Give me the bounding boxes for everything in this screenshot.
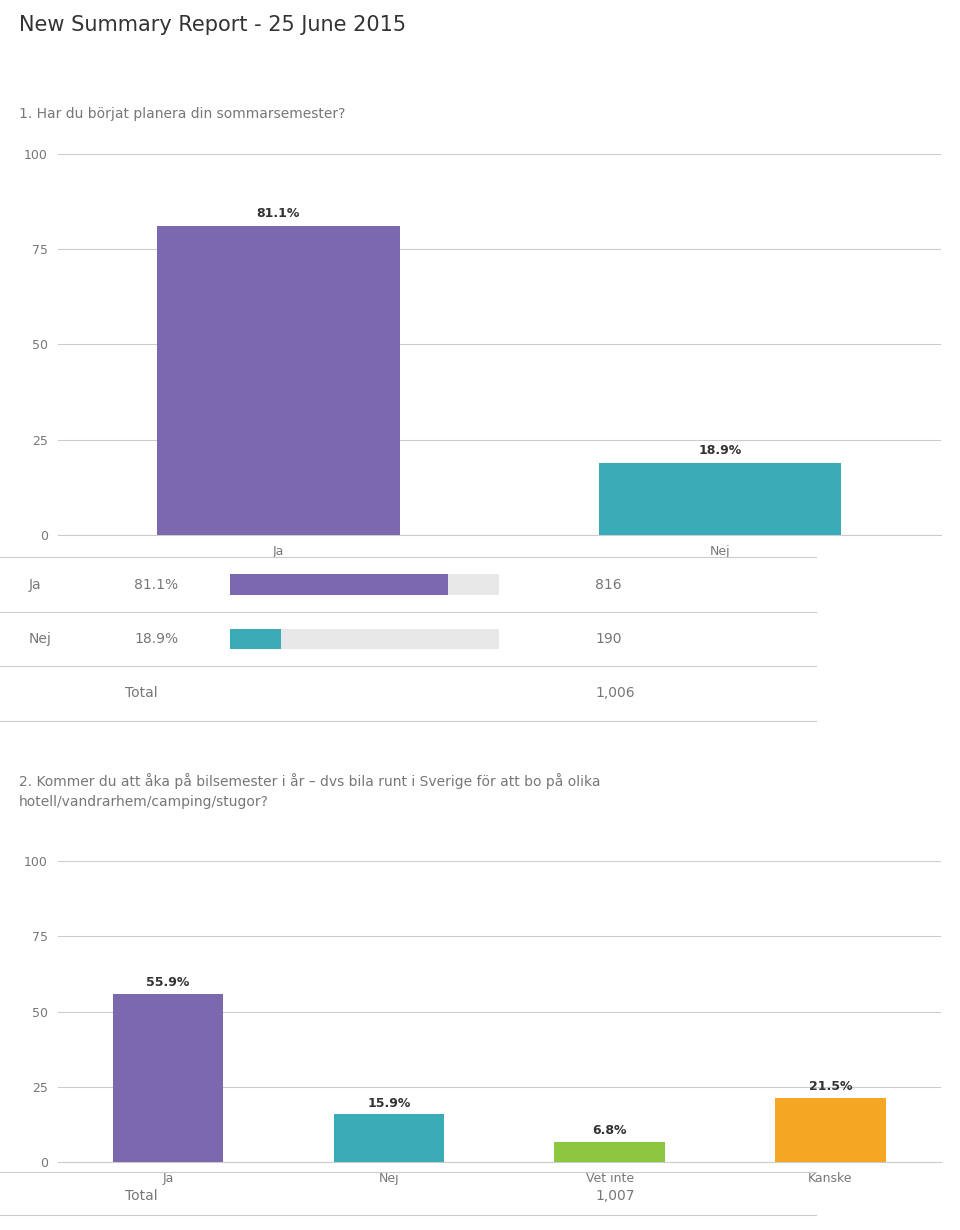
Text: 1. Har du börjat planera din sommarsemester?: 1. Har du börjat planera din sommarsemes…: [19, 107, 346, 121]
Bar: [230, 629, 281, 649]
Text: Total: Total: [125, 1188, 157, 1203]
Bar: [230, 574, 448, 595]
Text: New Summary Report - 25 June 2015: New Summary Report - 25 June 2015: [19, 15, 406, 34]
Bar: [555, 1141, 664, 1162]
Text: 1,006: 1,006: [595, 686, 635, 701]
Text: 6.8%: 6.8%: [592, 1124, 627, 1138]
Text: 18.9%: 18.9%: [134, 632, 179, 646]
Text: 1,007: 1,007: [595, 1188, 635, 1203]
Bar: [775, 1097, 885, 1162]
Text: Total: Total: [125, 686, 157, 701]
Text: 190: 190: [595, 632, 622, 646]
Bar: [334, 1114, 444, 1162]
Bar: [230, 629, 499, 649]
Text: 81.1%: 81.1%: [134, 578, 179, 592]
Text: 2. Kommer du att åka på bilsemester i år – dvs bila runt i Sverige för att bo på: 2. Kommer du att åka på bilsemester i år…: [19, 774, 601, 809]
Text: 15.9%: 15.9%: [367, 1097, 411, 1109]
Text: 816: 816: [595, 578, 622, 592]
Text: Ja: Ja: [29, 578, 41, 592]
Bar: [113, 994, 223, 1162]
Text: 81.1%: 81.1%: [256, 207, 300, 220]
Text: 55.9%: 55.9%: [146, 977, 190, 989]
Text: Nej: Nej: [29, 632, 52, 646]
Bar: [599, 462, 841, 535]
Bar: [156, 226, 399, 535]
Text: 18.9%: 18.9%: [698, 444, 742, 458]
Bar: [230, 574, 499, 595]
Text: 21.5%: 21.5%: [808, 1080, 852, 1093]
